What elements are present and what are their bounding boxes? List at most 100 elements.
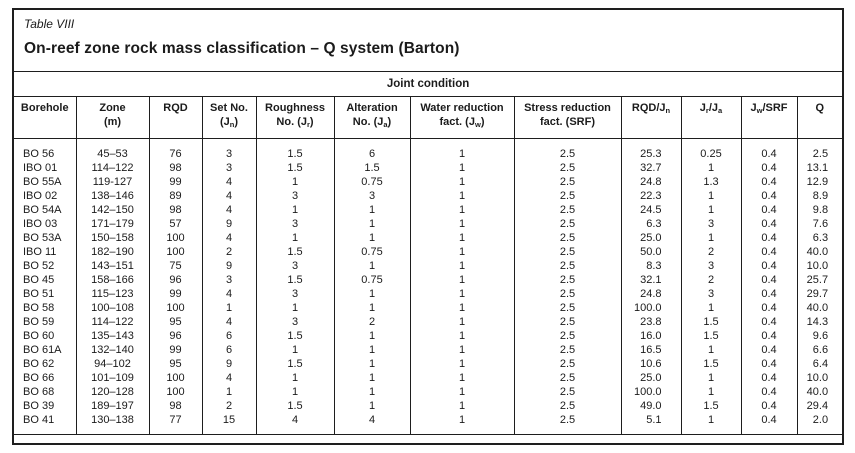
- cell-stress-reduction: 2.5: [513, 399, 622, 413]
- cell-set-no: 2: [201, 245, 257, 259]
- cell-rqd-jn: 16.0: [620, 329, 682, 343]
- cell-alteration-no: 1: [333, 203, 411, 217]
- cell-q: 6.3: [796, 231, 842, 245]
- cell-q: 25.7: [796, 273, 842, 287]
- cell-borehole: BO 56: [14, 138, 77, 161]
- cell-rqd: 77: [148, 413, 203, 435]
- cell-q: 40.0: [796, 245, 842, 259]
- cell-rqd: 96: [148, 273, 203, 287]
- cell-water-reduction: 1: [409, 203, 515, 217]
- cell-jr-ja: 1: [680, 343, 742, 357]
- cell-jw-srf: 0.4: [740, 357, 798, 371]
- cell-rqd-jn: 24.8: [620, 287, 682, 301]
- col-header-set-no: Set No. (Jn): [201, 96, 257, 139]
- cell-alteration-no: 1: [333, 329, 411, 343]
- cell-water-reduction: 1: [409, 357, 515, 371]
- cell-set-no: 1: [201, 301, 257, 315]
- cell-borehole: BO 52: [14, 259, 77, 273]
- cell-set-no: 9: [201, 357, 257, 371]
- cell-jw-srf: 0.4: [740, 217, 798, 231]
- cell-jw-srf: 0.4: [740, 385, 798, 399]
- cell-set-no: 4: [201, 189, 257, 203]
- cell-roughness-no: 1: [255, 385, 335, 399]
- cell-jr-ja: 1.5: [680, 329, 742, 343]
- cell-stress-reduction: 2.5: [513, 357, 622, 371]
- col-header-roughness-no: Roughness No. (Jr): [255, 96, 335, 139]
- cell-jw-srf: 0.4: [740, 161, 798, 175]
- cell-rqd-jn: 25.0: [620, 371, 682, 385]
- cell-rqd-jn: 24.5: [620, 203, 682, 217]
- cell-jw-srf: 0.4: [740, 273, 798, 287]
- cell-jr-ja: 1: [680, 161, 742, 175]
- cell-jw-srf: 0.4: [740, 231, 798, 245]
- cell-borehole: IBO 03: [14, 217, 77, 231]
- cell-borehole: BO 41: [14, 413, 77, 435]
- cell-jw-srf: 0.4: [740, 175, 798, 189]
- cell-set-no: 4: [201, 203, 257, 217]
- cell-jr-ja: 3: [680, 217, 742, 231]
- table-row: IBO 03 171–179 57 9 3 1 1 2.5 6.3 3 0.4 7.6: [14, 217, 842, 231]
- cell-zone: 94–102: [75, 357, 150, 371]
- cell-rqd-jn: 23.8: [620, 315, 682, 329]
- cell-borehole: BO 53A: [14, 231, 77, 245]
- cell-roughness-no: 1.5: [255, 138, 335, 161]
- column-header-row: Borehole Zone (m) RQD Set No. (Jn) Roughness No…: [14, 96, 842, 139]
- cell-zone: 114–122: [75, 161, 150, 175]
- cell-borehole: BO 59: [14, 315, 77, 329]
- cell-water-reduction: 1: [409, 217, 515, 231]
- cell-borehole: BO 60: [14, 329, 77, 343]
- cell-zone: 135–143: [75, 329, 150, 343]
- cell-set-no: 3: [201, 161, 257, 175]
- cell-q: 8.9: [796, 189, 842, 203]
- cell-jr-ja: 3: [680, 287, 742, 301]
- cell-jw-srf: 0.4: [740, 413, 798, 435]
- cell-borehole: BO 45: [14, 273, 77, 287]
- cell-rqd: 96: [148, 329, 203, 343]
- cell-rqd: 76: [148, 138, 203, 161]
- cell-roughness-no: 1.5: [255, 161, 335, 175]
- cell-water-reduction: 1: [409, 343, 515, 357]
- figure-frame: Table VIII On-reef zone rock mass classi…: [12, 8, 844, 445]
- cell-alteration-no: 0.75: [333, 273, 411, 287]
- classification-table: Joint condition Borehole Zone (m) RQD Set No…: [14, 71, 842, 435]
- cell-rqd-jn: 50.0: [620, 245, 682, 259]
- cell-stress-reduction: 2.5: [513, 371, 622, 385]
- cell-q: 14.3: [796, 315, 842, 329]
- cell-rqd: 100: [148, 231, 203, 245]
- col-header-water-reduction: Water reduction fact. (Jw): [409, 96, 515, 139]
- cell-rqd-jn: 100.0: [620, 385, 682, 399]
- cell-q: 9.8: [796, 203, 842, 217]
- cell-q: 40.0: [796, 301, 842, 315]
- cell-zone: 45–53: [75, 138, 150, 161]
- cell-jw-srf: 0.4: [740, 371, 798, 385]
- cell-rqd-jn: 25.3: [620, 138, 682, 161]
- cell-stress-reduction: 2.5: [513, 245, 622, 259]
- cell-zone: 130–138: [75, 413, 150, 435]
- cell-rqd: 99: [148, 287, 203, 301]
- cell-set-no: 4: [201, 371, 257, 385]
- cell-rqd-jn: 49.0: [620, 399, 682, 413]
- table-row: BO 68 120–128 100 1 1 1 1 2.5 100.0 1 0.4 40.0: [14, 385, 842, 399]
- cell-alteration-no: 4: [333, 413, 411, 435]
- cell-water-reduction: 1: [409, 138, 515, 161]
- col-header-jr-ja: Jr/Ja: [680, 96, 742, 139]
- cell-set-no: 3: [201, 138, 257, 161]
- cell-borehole: BO 55A: [14, 175, 77, 189]
- col-header-rqd-jn: RQD/Jn: [620, 96, 682, 139]
- cell-rqd: 98: [148, 203, 203, 217]
- cell-jw-srf: 0.4: [740, 189, 798, 203]
- cell-jw-srf: 0.4: [740, 287, 798, 301]
- cell-roughness-no: 1: [255, 371, 335, 385]
- cell-water-reduction: 1: [409, 413, 515, 435]
- cell-q: 2.5: [796, 138, 842, 161]
- cell-alteration-no: 2: [333, 315, 411, 329]
- table-row: BO 59 114–122 95 4 3 2 1 2.5 23.8 1.5 0.4 14.3: [14, 315, 842, 329]
- cell-roughness-no: 3: [255, 287, 335, 301]
- table-row: IBO 01 114–122 98 3 1.5 1.5 1 2.5 32.7 1 0.4 13.1: [14, 161, 842, 175]
- cell-set-no: 2: [201, 399, 257, 413]
- table-row: BO 53A 150–158 100 4 1 1 1 2.5 25.0 1 0.4 6.3: [14, 231, 842, 245]
- cell-alteration-no: 1: [333, 301, 411, 315]
- cell-q: 2.0: [796, 413, 842, 435]
- cell-roughness-no: 1.5: [255, 273, 335, 287]
- table-row: BO 41 130–138 77 15 4 4 1 2.5 5.1 1 0.4 2.0: [14, 413, 842, 435]
